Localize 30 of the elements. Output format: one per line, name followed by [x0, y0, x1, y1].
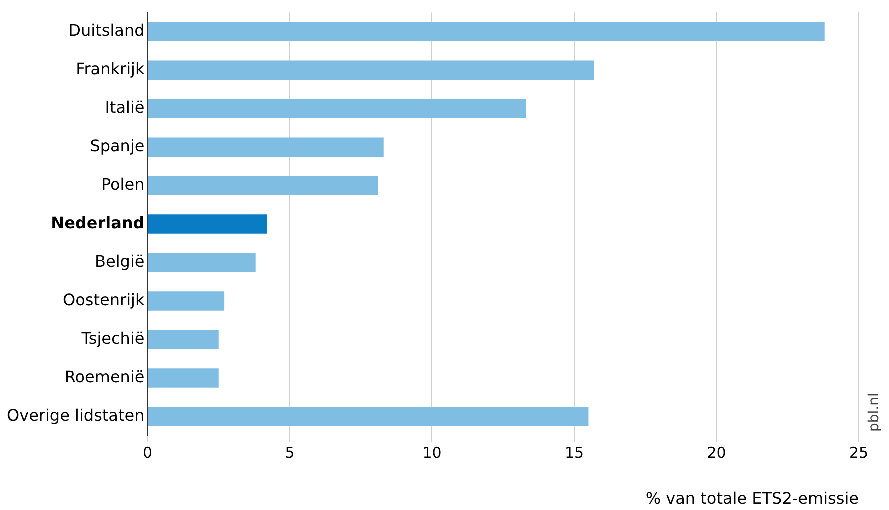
- y-tick-label: Frankrijk: [76, 59, 146, 78]
- bar: [148, 99, 526, 118]
- x-tick-label: 0: [142, 444, 153, 462]
- bar: [148, 253, 256, 272]
- x-tick-label: 10: [422, 444, 442, 462]
- bar: [148, 407, 589, 426]
- y-tick-label: België: [95, 252, 145, 271]
- x-tick-label: 15: [564, 444, 584, 462]
- bar: [148, 330, 219, 350]
- x-axis-title: % van totale ETS2-emissie: [646, 489, 859, 508]
- bar: [148, 60, 594, 80]
- bar: [148, 22, 825, 42]
- y-tick-label: Overige lidstaten: [7, 406, 145, 425]
- y-tick-label: Nederland: [51, 213, 145, 232]
- x-tick-label: 5: [285, 444, 295, 462]
- x-tick-label: 25: [849, 444, 869, 462]
- text: pbl.nl: [866, 393, 883, 432]
- y-tick-label: Italië: [105, 98, 145, 117]
- bar: [148, 176, 378, 196]
- y-tick-label: Polen: [101, 174, 145, 194]
- y-tick-label: Tsjechië: [80, 328, 145, 348]
- y-tick-label: Roemenië: [64, 367, 145, 386]
- x-tick-label: 20: [707, 444, 726, 462]
- y-tick-label: Spanje: [90, 136, 145, 156]
- bar: [148, 368, 219, 388]
- bar: [148, 214, 268, 234]
- bar: [148, 138, 384, 157]
- bar: [148, 292, 225, 311]
- y-tick-label: Duitsland: [68, 21, 145, 40]
- y-tick-label: Oostenrijk: [63, 290, 146, 310]
